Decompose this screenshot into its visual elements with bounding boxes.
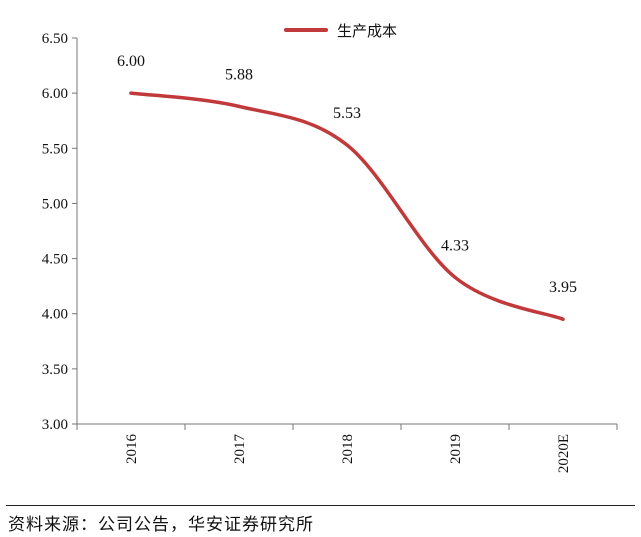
data-label: 5.53 — [333, 105, 361, 122]
data-point — [129, 91, 133, 95]
x-tick-label: 2018 — [340, 434, 356, 464]
y-tick-label: 6.00 — [42, 86, 68, 102]
data-point — [561, 317, 565, 321]
y-tick-label: 5.50 — [42, 141, 68, 157]
y-tick-label: 6.50 — [42, 31, 68, 47]
x-tick-label: 2019 — [448, 434, 464, 464]
series-line-0 — [129, 91, 565, 321]
series-layer — [129, 91, 565, 321]
y-tick-label: 3.50 — [42, 362, 68, 378]
y-tick-label: 4.50 — [42, 252, 68, 268]
y-tick-label: 5.00 — [42, 196, 68, 212]
data-label: 3.95 — [549, 279, 577, 296]
y-axis: 3.00 3.50 4.00 4.50 5.00 5.50 6.00 6.50 — [42, 31, 78, 433]
x-axis: 2016 2017 2018 2019 2020E — [76, 423, 618, 473]
source-note: 资料来源：公司公告，华安证券研究所 — [8, 515, 314, 535]
x-tick-label: 2020E — [556, 434, 572, 473]
data-label: 4.33 — [441, 237, 469, 254]
data-label: 6.00 — [117, 53, 145, 70]
line-chart: 3.003.504.004.505.005.506.006.50 2016 201… — [42, 22, 618, 473]
x-tick-label: 2017 — [232, 434, 248, 465]
x-tick-label: 2016 — [124, 434, 140, 465]
data-point — [237, 104, 241, 108]
y-tick-label: 4.00 — [42, 307, 68, 323]
legend-label: 生产成本 — [337, 22, 397, 40]
data-point — [345, 143, 349, 147]
data-point — [453, 275, 457, 279]
footer-divider — [6, 505, 635, 506]
legend: 生产成本 — [284, 22, 397, 40]
data-label: 5.88 — [225, 66, 253, 83]
y-tick-label: 3.00 — [42, 417, 68, 433]
data-labels: 6.00 5.88 5.53 4.33 3.95 — [117, 53, 577, 296]
